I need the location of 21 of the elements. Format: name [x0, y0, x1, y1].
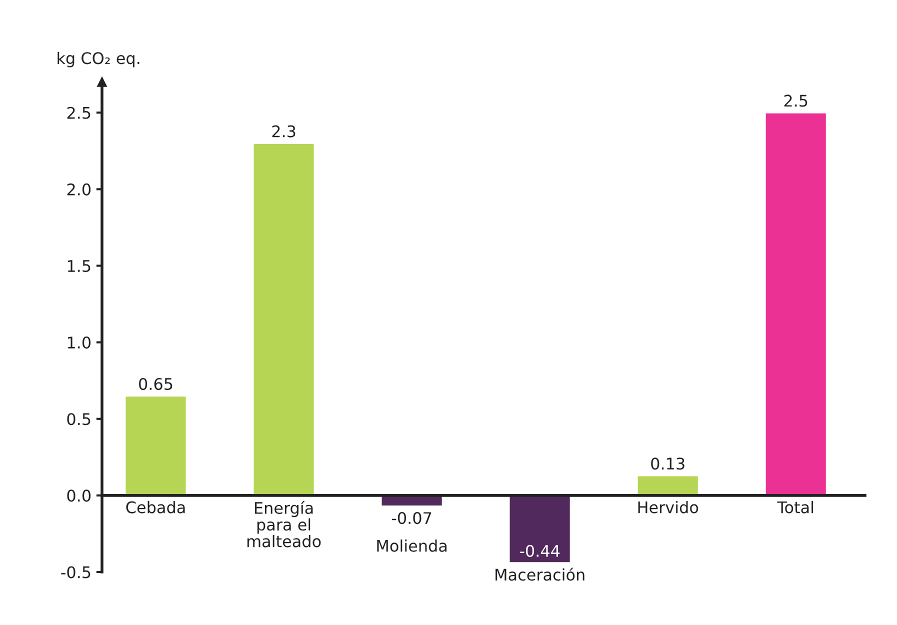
data-label: -0.44 [520, 544, 560, 557]
x-tick-label: Molienda [377, 539, 447, 552]
x-tick-label: Hervido [638, 500, 698, 514]
y-tick-label: 0.5 [67, 413, 90, 426]
y-tick-label: 1.5 [68, 260, 90, 272]
x-tick-label: Cebada [126, 500, 185, 514]
data-label: 0.65 [139, 378, 172, 390]
data-label: 0.13 [651, 458, 684, 470]
y-tick-label: 1.0 [68, 336, 91, 349]
bar [508, 494, 572, 564]
data-label: -0.07 [392, 512, 432, 524]
data-label: 2.5 [784, 94, 808, 107]
x-tick-label: Energía para el malteado [247, 500, 321, 548]
x-tick-label: Total [777, 500, 814, 514]
y-axis-title: kg CO₂ eq. [58, 52, 140, 68]
y-tick-label: -0.5 [61, 566, 90, 578]
y-tick-label: 2.0 [67, 183, 91, 196]
y-tick-label: 0.0 [67, 490, 91, 502]
data-label: 2.3 [272, 125, 296, 138]
y-tick-label: 2.5 [67, 106, 90, 119]
x-tick-label: Maceración [496, 568, 584, 581]
